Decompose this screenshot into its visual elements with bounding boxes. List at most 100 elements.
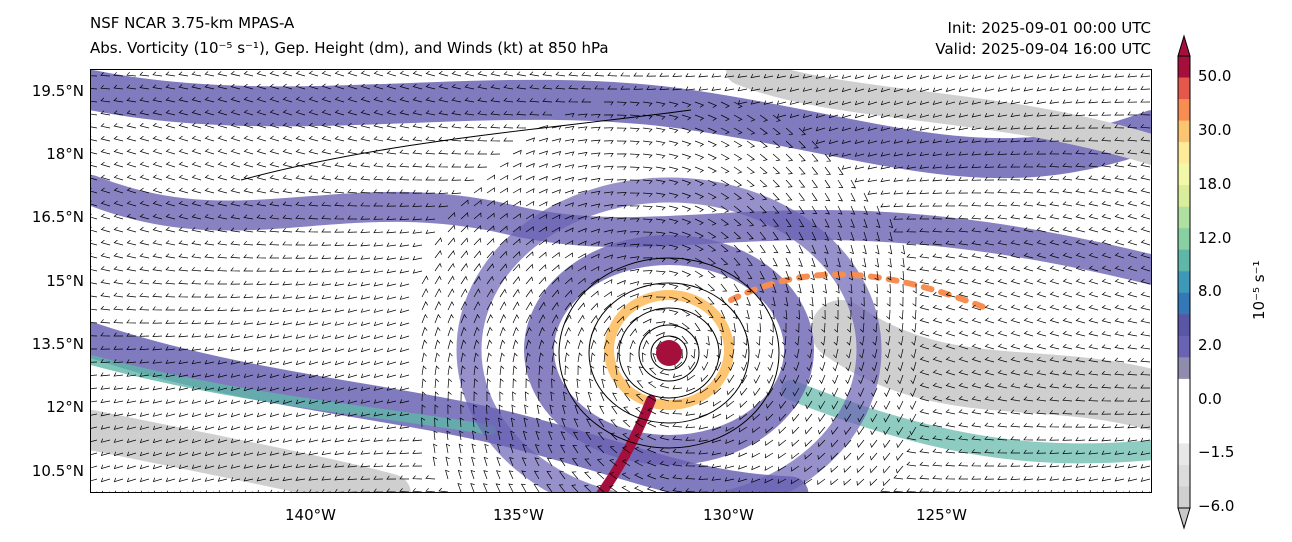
- wind-barb: [932, 113, 943, 118]
- wind-barb: [447, 404, 452, 415]
- wind-barb: [269, 464, 280, 469]
- wind-barb: [998, 489, 1007, 492]
- wind-barb: [178, 386, 189, 391]
- wind-barb: [971, 369, 982, 376]
- wind-barb: [698, 475, 709, 480]
- wind-barb: [230, 333, 241, 339]
- wind-barb: [869, 478, 878, 487]
- wind-barb: [256, 227, 267, 233]
- wind-barb: [1114, 239, 1125, 246]
- lon-tick: 125°W: [916, 506, 967, 524]
- wind-barb: [152, 346, 163, 351]
- wind-barb: [772, 257, 778, 267]
- wind-barb: [789, 113, 800, 119]
- wind-barb: [470, 483, 475, 492]
- wind-barb: [932, 189, 943, 194]
- wind-barb: [425, 70, 436, 77]
- wind-barb: [399, 424, 410, 429]
- lat-tick: 10.5°N: [31, 462, 84, 480]
- wind-barb: [564, 365, 569, 376]
- wind-barb: [737, 73, 748, 78]
- wind-barb: [646, 473, 657, 480]
- wind-barb: [447, 211, 456, 220]
- wind-barb: [896, 400, 904, 410]
- wind-barb: [191, 84, 202, 90]
- wind-barb: [282, 451, 293, 456]
- wind-barb: [1114, 226, 1125, 233]
- wind-barb: [685, 411, 696, 416]
- wind-barb: [334, 122, 345, 129]
- wind-barb: [308, 438, 319, 443]
- wind-barb: [1088, 226, 1099, 233]
- wind-barb: [759, 153, 768, 162]
- wind-barb: [447, 250, 455, 259]
- wind-barb: [139, 412, 150, 417]
- wind-barb: [471, 456, 476, 467]
- wind-barb: [386, 149, 397, 155]
- wind-barb: [590, 339, 597, 350]
- wind-barb: [1062, 214, 1073, 220]
- wind-barb: [178, 425, 189, 431]
- wind-barb: [876, 205, 881, 215]
- wind-barb: [308, 334, 319, 339]
- wind-barb: [529, 111, 540, 116]
- colorbar-segment: [1178, 486, 1190, 509]
- wind-barb: [538, 239, 547, 246]
- wind-barb: [672, 373, 683, 379]
- wind-barb: [1010, 278, 1021, 285]
- wind-barb: [841, 165, 852, 170]
- wind-barb: [555, 84, 566, 90]
- wind-barb: [738, 439, 748, 445]
- wind-barb: [308, 135, 319, 142]
- wind-barb: [707, 309, 714, 318]
- wind-barb: [984, 253, 995, 259]
- wind-barb: [516, 111, 527, 116]
- wind-barb: [634, 472, 644, 480]
- wind-barb: [373, 123, 384, 129]
- wind-barb: [1023, 383, 1034, 389]
- wind-barb: [830, 439, 839, 448]
- wind-barb: [282, 438, 293, 443]
- wind-barb: [126, 253, 137, 259]
- wind-barb: [945, 189, 956, 194]
- wind-barb: [139, 346, 150, 351]
- wind-barb: [152, 333, 163, 337]
- wind-barb: [191, 438, 202, 444]
- wind-barb: [152, 122, 163, 129]
- wind-barb: [178, 320, 189, 324]
- wind-barb: [590, 152, 601, 157]
- colorbar: [1177, 34, 1191, 530]
- wind-barb: [672, 385, 683, 390]
- wind-barb: [824, 153, 832, 162]
- wind-barb: [191, 451, 202, 457]
- wind-barb: [446, 417, 451, 428]
- wind-barb: [178, 477, 189, 483]
- wind-barb: [477, 163, 488, 168]
- wind-barb: [516, 97, 527, 103]
- wind-barb: [204, 451, 215, 457]
- wind-barb: [655, 192, 666, 198]
- wind-barb: [524, 404, 529, 415]
- wind-barb: [1023, 357, 1034, 363]
- wind-barb: [525, 288, 533, 298]
- wind-barb: [204, 373, 215, 378]
- wind-barb: [486, 263, 495, 272]
- wind-barb: [777, 465, 787, 472]
- wind-barb: [525, 314, 533, 324]
- wind-barb: [883, 426, 891, 436]
- wind-barb: [1140, 305, 1151, 311]
- wind-barb: [230, 174, 241, 181]
- wind-barb: [1127, 357, 1138, 363]
- wind-barb: [178, 240, 189, 246]
- wind-barb: [1088, 410, 1098, 415]
- wind-barb: [486, 365, 492, 376]
- wind-barb: [681, 218, 692, 225]
- wind-barb: [308, 241, 319, 246]
- wind-barb: [763, 100, 774, 105]
- wind-barb: [616, 267, 627, 273]
- wind-barb: [139, 266, 150, 272]
- wind-barb: [818, 387, 826, 397]
- wind-barb: [308, 70, 319, 77]
- wind-barb: [139, 438, 150, 444]
- wind-barb: [899, 296, 904, 307]
